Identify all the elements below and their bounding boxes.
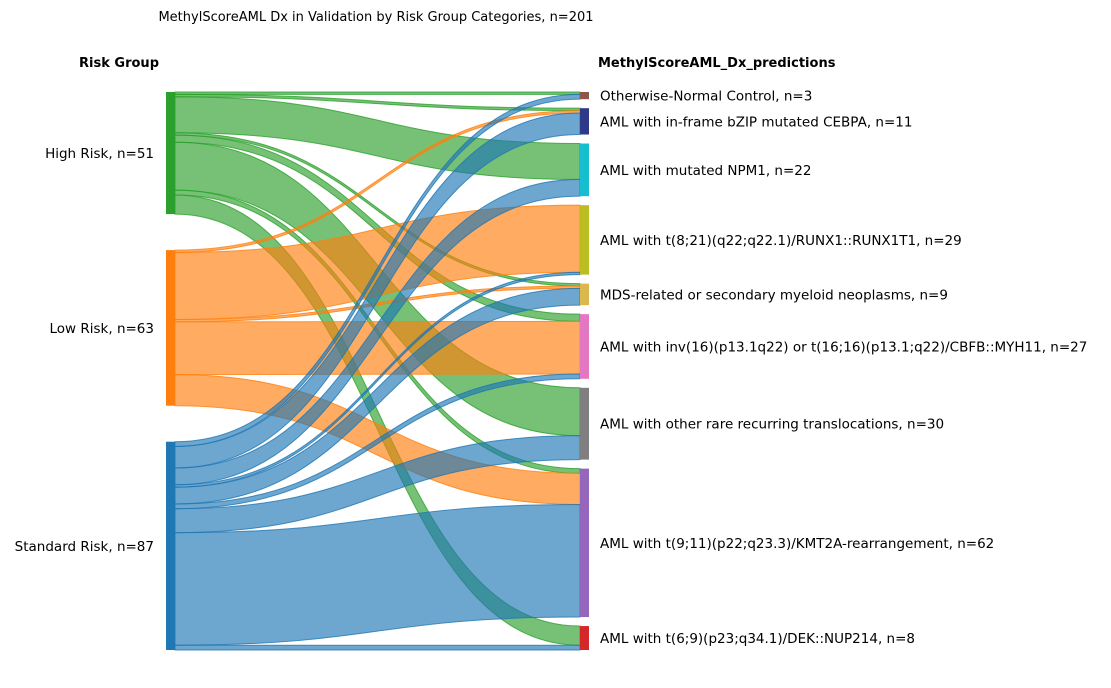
chart-title: MethylScoreAML Dx in Validation by Risk …	[158, 10, 593, 25]
target-node-cebpa	[580, 108, 589, 135]
link-std-to-mds	[174, 287, 581, 505]
left-header: Risk Group	[79, 56, 159, 71]
target-label-npm1: AML with mutated NPM1, n=22	[600, 163, 811, 179]
target-label-rare: AML with other rare recurring translocat…	[600, 417, 944, 433]
source-label-low: Low Risk, n=63	[50, 321, 155, 337]
target-node-rare	[580, 387, 589, 460]
target-label-mds: MDS-related or secondary myeloid neoplas…	[600, 287, 948, 303]
target-node-runx1	[580, 205, 589, 275]
target-node-npm1	[580, 143, 589, 197]
link-std-to-cbfb	[174, 373, 581, 510]
target-label-cbfb: AML with inv(16)(p13.1q22) or t(16;16)(p…	[600, 339, 1087, 355]
link-std-to-rare	[174, 435, 581, 534]
target-label-cebpa: AML with in-frame bZIP mutated CEBPA, n=…	[600, 114, 912, 130]
target-node-dek	[580, 626, 589, 650]
links-group	[174, 91, 581, 651]
source-label-high: High Risk, n=51	[45, 146, 154, 162]
source-node-low	[166, 250, 175, 406]
source-node-std	[166, 441, 175, 650]
target-label-runx1: AML with t(8;21)(q22;q22.1)/RUNX1::RUNX1…	[600, 233, 962, 249]
link-std-to-onc	[174, 93, 581, 448]
target-label-dek: AML with t(6;9)(p23;q34.1)/DEK::NUP214, …	[600, 631, 915, 647]
source-node-high	[166, 92, 175, 215]
link-high-to-onc	[174, 91, 581, 95]
target-label-onc: Otherwise-Normal Control, n=3	[600, 89, 812, 105]
target-node-mds	[580, 283, 589, 306]
labels-group: High Risk, n=51 Low Risk, n=63 Standard Ri…	[15, 89, 1088, 647]
source-label-std: Standard Risk, n=87	[15, 539, 154, 555]
target-label-kmt2a: AML with t(9;11)(p22;q23.3)/KMT2A-rearra…	[600, 536, 994, 552]
target-node-cbfb	[580, 314, 589, 379]
link-std-to-runx1	[174, 271, 581, 488]
right-header: MethylScoreAML_Dx_predictions	[598, 56, 836, 71]
link-std-to-dek	[174, 644, 581, 651]
target-node-kmt2a	[580, 468, 589, 618]
target-node-onc	[580, 92, 589, 100]
nodes-group	[166, 92, 589, 650]
